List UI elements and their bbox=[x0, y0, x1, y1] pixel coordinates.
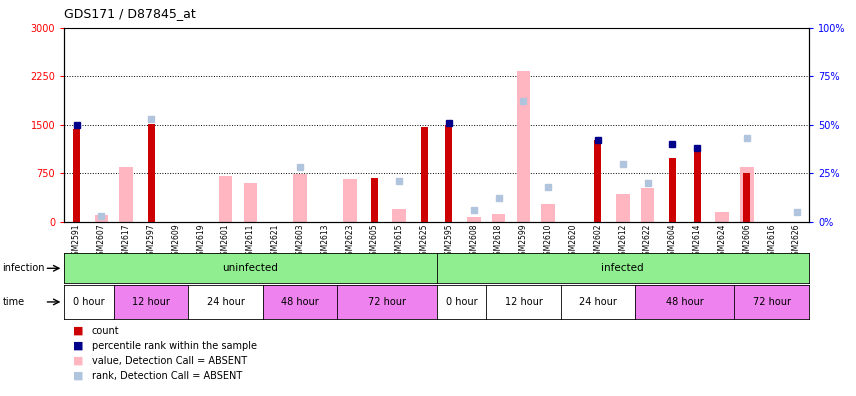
Text: rank, Detection Call = ABSENT: rank, Detection Call = ABSENT bbox=[92, 371, 242, 381]
Text: value, Detection Call = ABSENT: value, Detection Call = ABSENT bbox=[92, 356, 247, 366]
Bar bbox=[244, 183, 257, 222]
Bar bbox=[616, 194, 629, 222]
Bar bbox=[371, 178, 378, 222]
Text: ■: ■ bbox=[73, 371, 83, 381]
Text: 72 hour: 72 hour bbox=[752, 297, 791, 307]
Bar bbox=[420, 128, 428, 222]
Text: 12 hour: 12 hour bbox=[504, 297, 543, 307]
Bar bbox=[445, 126, 453, 222]
Text: 12 hour: 12 hour bbox=[132, 297, 170, 307]
Text: ■: ■ bbox=[73, 341, 83, 351]
Bar bbox=[294, 174, 306, 222]
Bar bbox=[147, 124, 155, 222]
Text: time: time bbox=[3, 297, 25, 307]
Text: 0 hour: 0 hour bbox=[446, 297, 477, 307]
Text: 72 hour: 72 hour bbox=[368, 297, 406, 307]
Bar bbox=[467, 217, 480, 222]
Bar bbox=[743, 173, 751, 222]
Text: 24 hour: 24 hour bbox=[206, 297, 245, 307]
Text: GDS171 / D87845_at: GDS171 / D87845_at bbox=[64, 7, 196, 20]
Text: count: count bbox=[92, 326, 119, 336]
Bar bbox=[517, 71, 530, 222]
Bar bbox=[95, 215, 108, 222]
Bar bbox=[492, 214, 505, 222]
Text: percentile rank within the sample: percentile rank within the sample bbox=[92, 341, 257, 351]
Text: uninfected: uninfected bbox=[223, 263, 278, 273]
Bar bbox=[542, 204, 555, 222]
Text: 48 hour: 48 hour bbox=[281, 297, 319, 307]
Text: ■: ■ bbox=[73, 356, 83, 366]
Bar bbox=[594, 140, 602, 222]
Text: 24 hour: 24 hour bbox=[579, 297, 617, 307]
Bar bbox=[393, 209, 406, 222]
Bar bbox=[73, 129, 80, 222]
Text: ■: ■ bbox=[73, 326, 83, 336]
Bar bbox=[343, 179, 356, 222]
Text: infected: infected bbox=[602, 263, 644, 273]
Bar bbox=[219, 176, 232, 222]
Bar bbox=[693, 150, 701, 222]
Bar bbox=[740, 168, 753, 222]
Text: 0 hour: 0 hour bbox=[74, 297, 104, 307]
Bar bbox=[120, 168, 133, 222]
Text: infection: infection bbox=[3, 263, 45, 273]
Bar bbox=[716, 212, 728, 222]
Bar bbox=[669, 158, 676, 222]
Bar bbox=[641, 188, 654, 222]
Text: 48 hour: 48 hour bbox=[666, 297, 704, 307]
